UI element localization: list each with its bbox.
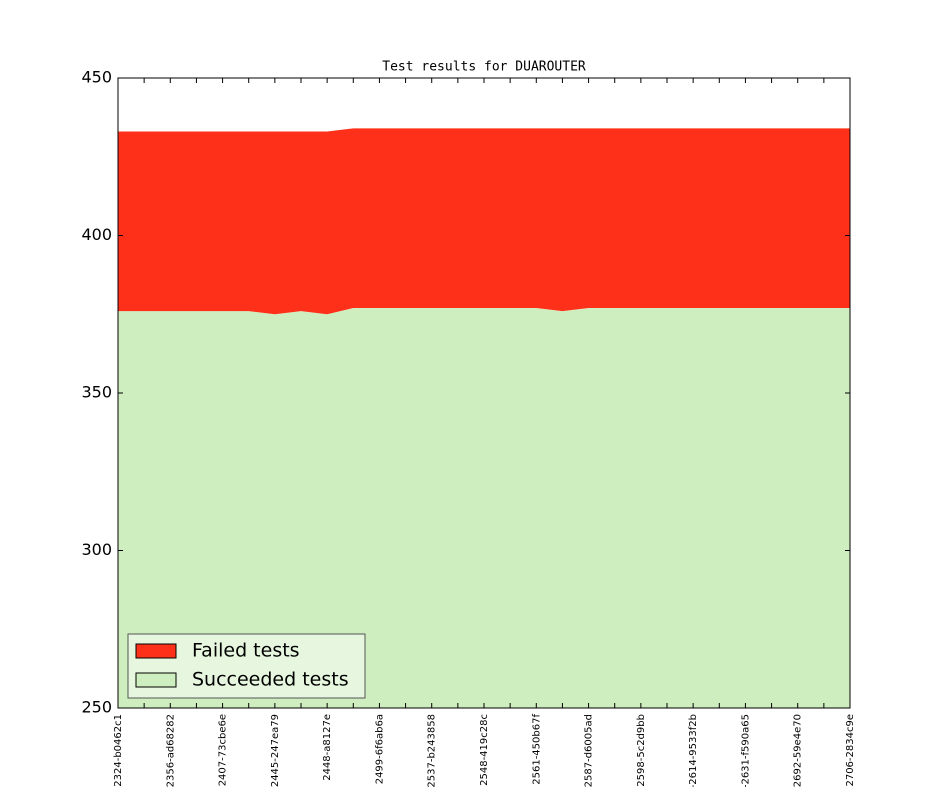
legend-swatch xyxy=(135,672,177,688)
x-tick-label: 2706-2834c9e xyxy=(845,714,856,787)
x-tick-label: -2631-f590a65 xyxy=(740,714,751,787)
legend-swatch xyxy=(135,643,177,659)
y-tick-label: 350 xyxy=(81,383,112,402)
area xyxy=(118,128,850,315)
x-tick-label: 2692-59e4e70 xyxy=(793,714,804,787)
x-tick-label: 2598-5c2d9bb xyxy=(636,714,647,787)
y-tick-label: 450 xyxy=(81,68,112,87)
y-tick-label: 300 xyxy=(81,540,112,559)
x-tick-label: 2324-b0462c1 xyxy=(113,714,124,787)
x-tick-label: -2614-9533f2b xyxy=(688,714,699,787)
chart-title: Test results for DUAROUTER xyxy=(382,60,586,75)
y-tick-label: 400 xyxy=(81,225,112,244)
x-tick-label: 2537-b243858 xyxy=(427,714,438,787)
legend-label: Succeeded tests xyxy=(192,669,349,691)
x-tick-label: 2356-ad68282 xyxy=(165,714,176,787)
x-tick-label: 2561-450b67f xyxy=(531,714,542,785)
x-tick-label: 2548-419c28c xyxy=(479,714,490,786)
x-tick-label: 2499-6f6ab6a xyxy=(374,714,385,784)
x-tick-label: 2407-73cbe6e xyxy=(218,714,229,786)
x-tick-label: 2587-d6005ad xyxy=(584,714,595,787)
y-tick-label: 250 xyxy=(81,698,112,717)
x-tick-label: 2445-247ea79 xyxy=(270,714,281,787)
area xyxy=(118,307,850,708)
legend-label: Failed tests xyxy=(192,640,300,662)
x-tick-label: 2448-a8127e xyxy=(322,714,333,781)
